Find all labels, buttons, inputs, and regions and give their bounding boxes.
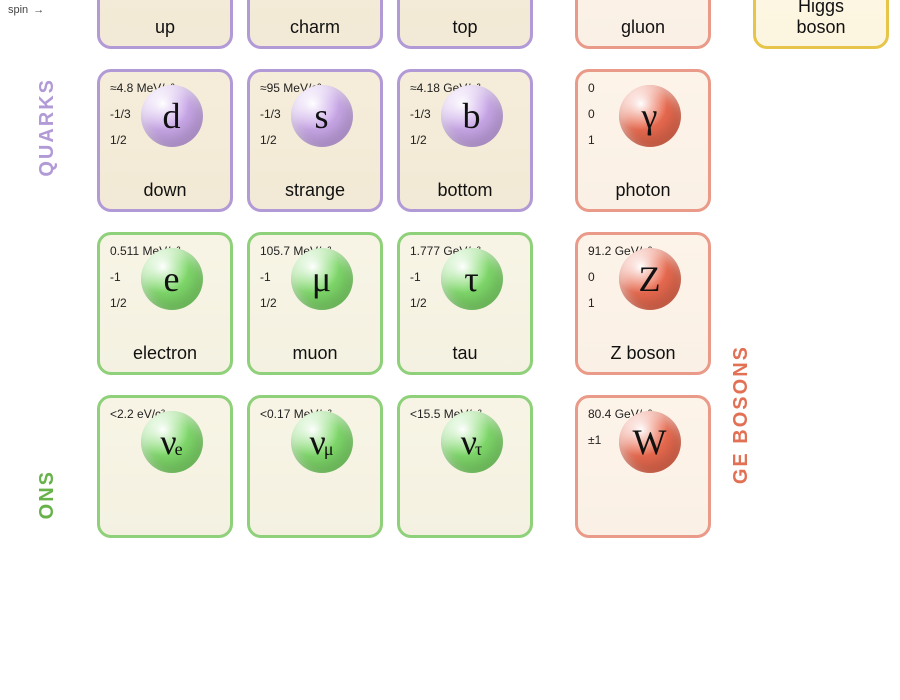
- particle-name: Higgs boson: [756, 0, 886, 38]
- particle-symbol-W: W: [619, 411, 681, 473]
- particle-card-mu: 105.7 MeV/c²-11/2μmuon: [247, 232, 383, 375]
- particle-symbol-ve: νe: [141, 411, 203, 473]
- particle-card-tau: 1.777 GeV/c²-11/2τtau: [397, 232, 533, 375]
- particle-spin: 1: [588, 134, 595, 146]
- particle-spin: 1/2: [110, 297, 127, 309]
- particle-card-vm: <0.17 MeV/c²νμ: [247, 395, 383, 538]
- quarks-side-label: QUARKS: [36, 78, 59, 177]
- particle-symbol-b: b: [441, 85, 503, 147]
- particle-card-W: 80.4 GeV/c²±1W: [575, 395, 711, 538]
- particle-card-g: 1ggluon: [575, 0, 711, 49]
- grid-cell: 105.7 MeV/c²-11/2μmuon: [240, 226, 390, 381]
- particle-name: muon: [250, 343, 380, 364]
- particle-spin: 1: [588, 297, 595, 309]
- particle-name: electron: [100, 343, 230, 364]
- grid-cell: 0 0 1 γ photon: [568, 63, 718, 218]
- grid-cell: 1/2uup: [90, 0, 240, 55]
- particle-symbol-vm: νμ: [291, 411, 353, 473]
- grid-cell: ≈95 MeV/c²-1/31/2sstrange: [240, 63, 390, 218]
- particle-symbol-s: s: [291, 85, 353, 147]
- particle-chart: spin → QUARKS ONS GE BOSONS 1/2uup1/2cch…: [0, 0, 900, 700]
- particle-card-e: 0.511 MeV/c²-11/2eelectron: [97, 232, 233, 375]
- particle-symbol-tau: τ: [441, 248, 503, 310]
- grid-cell: [746, 63, 896, 218]
- grid-cell: ≈4.8 MeV/c²-1/31/2ddown: [90, 63, 240, 218]
- particle-name: strange: [250, 180, 380, 201]
- particle-card-ve: <2.2 eV/c²νe: [97, 395, 233, 538]
- particle-charge: -1/3: [410, 108, 431, 120]
- particle-charge: -1/3: [260, 108, 281, 120]
- particle-spin: 1/2: [260, 297, 277, 309]
- particle-spin: 1/2: [410, 134, 427, 146]
- particle-symbol-Z: Z: [619, 248, 681, 310]
- particle-symbol-mu: μ: [291, 248, 353, 310]
- particle-symbol-e: e: [141, 248, 203, 310]
- particle-charge: -1: [110, 271, 121, 283]
- particle-charge: ±1: [588, 434, 601, 446]
- particle-name: Z boson: [578, 343, 708, 364]
- particle-symbol-vt: ντ: [441, 411, 503, 473]
- grid-cell: 1/2ttop: [390, 0, 540, 55]
- grid-cell: 1ggluon: [568, 0, 718, 55]
- particle-grid: 1/2uup 1/2ccharm 1/2ttop 1ggluon 0HHiggs bos…: [90, 0, 896, 544]
- particle-card-Z: 91.2 GeV/c²01ZZ boson: [575, 232, 711, 375]
- particle-name: up: [100, 17, 230, 38]
- particle-card-H: 0HHiggs boson: [753, 0, 889, 49]
- particle-mass: 0: [588, 82, 595, 94]
- grid-cell: 1/2ccharm: [240, 0, 390, 55]
- particle-spin: 1/2: [410, 297, 427, 309]
- grid-cell: 0.511 MeV/c²-11/2eelectron: [90, 226, 240, 381]
- grid-cell: [746, 389, 896, 544]
- grid-cell: <15.5 MeV/c²ντ: [390, 389, 540, 544]
- particle-card-u: 1/2uup: [97, 0, 233, 49]
- particle-symbol-d: d: [141, 85, 203, 147]
- grid-cell: ≈4.18 GeV/c²-1/31/2bbottom: [390, 63, 540, 218]
- particle-card-vt: <15.5 MeV/c²ντ: [397, 395, 533, 538]
- particle-card-t: 1/2ttop: [397, 0, 533, 49]
- particle-name: charm: [250, 17, 380, 38]
- particle-name: top: [400, 17, 530, 38]
- particle-spin: 1/2: [110, 134, 127, 146]
- particle-card-ph: 0 0 1 γ photon: [575, 69, 711, 212]
- grid-cell: 80.4 GeV/c²±1W: [568, 389, 718, 544]
- particle-name: tau: [400, 343, 530, 364]
- particle-charge: -1/3: [110, 108, 131, 120]
- particle-symbol-ph: γ: [619, 85, 681, 147]
- particle-charge: 0: [588, 271, 595, 283]
- particle-card-d: ≈4.8 MeV/c²-1/31/2ddown: [97, 69, 233, 212]
- grid-cell: 1.777 GeV/c²-11/2τtau: [390, 226, 540, 381]
- particle-card-s: ≈95 MeV/c²-1/31/2sstrange: [247, 69, 383, 212]
- grid-cell: 0HHiggs boson: [746, 0, 896, 55]
- grid-cell: 91.2 GeV/c²01ZZ boson: [568, 226, 718, 381]
- grid-cell: [746, 226, 896, 381]
- spin-pointer: spin →: [8, 4, 46, 16]
- particle-spin: 1/2: [260, 134, 277, 146]
- particle-name: down: [100, 180, 230, 201]
- particle-card-b: ≈4.18 GeV/c²-1/31/2bbottom: [397, 69, 533, 212]
- particle-charge: -1: [260, 271, 271, 283]
- particle-name: bottom: [400, 180, 530, 201]
- grid-cell: <2.2 eV/c²νe: [90, 389, 240, 544]
- particle-card-c: 1/2ccharm: [247, 0, 383, 49]
- particle-name: photon: [578, 180, 708, 201]
- particle-charge: -1: [410, 271, 421, 283]
- leptons-side-label: ONS: [36, 470, 59, 519]
- grid-cell: <0.17 MeV/c²νμ: [240, 389, 390, 544]
- particle-name: gluon: [578, 17, 708, 38]
- particle-charge: 0: [588, 108, 595, 120]
